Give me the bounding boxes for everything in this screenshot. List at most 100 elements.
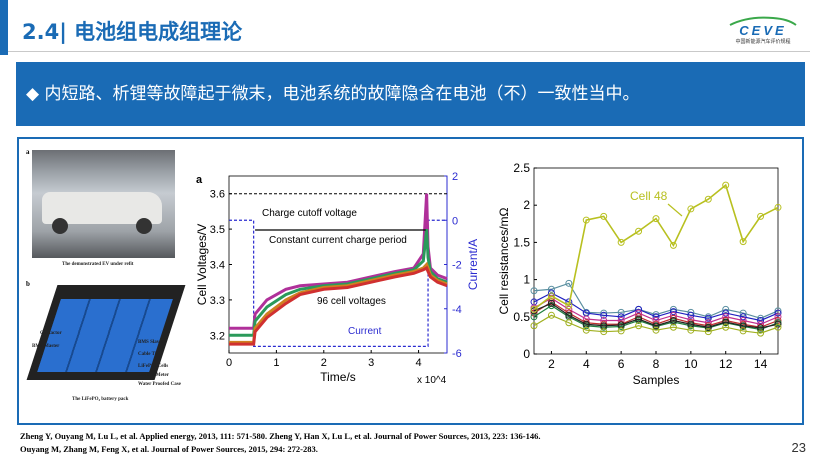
cell-resistance-point <box>722 323 730 331</box>
cell-resistance-point <box>617 308 625 316</box>
cell-resistance-point <box>704 323 712 331</box>
cell-resistance-point <box>600 317 608 325</box>
cell-resistance-point <box>565 311 573 319</box>
cell-resistance-series <box>533 304 779 331</box>
x-axis-label: Time/s <box>320 370 356 384</box>
cell-resistance-series <box>533 282 779 319</box>
cell-resistance-point <box>722 309 730 317</box>
cell-resistance-point <box>652 322 660 330</box>
cell-resistance-point <box>652 326 660 334</box>
banner-text: 内短路、析锂等故障起于微末，电池系统的故障隐含在电池（不）一致性当中。 <box>44 84 640 104</box>
cell-48-point <box>565 302 573 310</box>
cell-48-point <box>635 227 643 235</box>
y2-tick-label: -2 <box>452 260 462 272</box>
annotation: Current <box>348 326 382 337</box>
header-divider <box>8 51 810 52</box>
cell-48-point <box>652 215 660 223</box>
cell-resistance-point <box>704 314 712 322</box>
page-title: 2.4| 电池组电成组理论 <box>22 20 243 44</box>
accent-bar <box>0 0 8 55</box>
logo-name: CEVE <box>739 23 787 38</box>
cell-resistance-point <box>757 317 765 325</box>
cell-resistance-point <box>635 315 643 323</box>
y-tick-label: 0.5 <box>513 310 530 324</box>
cell-resistance-series <box>533 292 779 322</box>
pack-label: BMS Slaves <box>138 340 164 345</box>
cell-48-point <box>722 181 730 189</box>
y-axis-label: Cell Voltages/V <box>195 224 209 305</box>
cell-48-point <box>669 241 677 249</box>
cell-resistance-point <box>530 309 538 317</box>
cell-resistance-point <box>757 324 765 332</box>
cell-resistance-point <box>547 311 555 319</box>
cell-resistance-point <box>530 322 538 330</box>
cell-resistance-chart: 2 4 6 8 10 12 14 0 0.5 1 1.5 2 2.5 Samples Cell resist… <box>497 161 782 387</box>
x-tick-label: 2 <box>321 357 327 369</box>
car-wheel <box>52 218 68 234</box>
panel-b-caption: The LiFePO₄ battery pack <box>72 397 129 402</box>
cell-resistance-point <box>582 326 590 334</box>
pack-label: Contactor <box>40 331 62 336</box>
cell-resistance-point <box>669 314 677 322</box>
y-tick-label: 3.6 <box>210 189 225 201</box>
panel-a-letter: a <box>26 148 30 156</box>
cell-48-point <box>600 212 608 220</box>
cell-resistance-point <box>757 329 765 337</box>
x-tick-label: 6 <box>618 357 625 371</box>
cell-resistance-point <box>774 323 782 331</box>
cell-resistance-point <box>530 287 538 295</box>
cell-resistance-point <box>582 315 590 323</box>
cell-resistance-point <box>722 305 730 313</box>
y-tick-label: 3.5 <box>210 224 225 236</box>
cell-resistance-point <box>704 328 712 336</box>
cell-resistance-point <box>547 299 555 307</box>
cell-resistance-point <box>617 327 625 335</box>
cell-resistance-point <box>669 317 677 325</box>
current-series <box>229 219 447 347</box>
x-tick-label: 12 <box>719 357 733 371</box>
panel-b-letter: b <box>26 280 30 288</box>
x-axis-label: Samples <box>633 373 680 387</box>
y-tick-label: 3.3 <box>210 295 225 307</box>
cell-resistance-point <box>617 313 625 321</box>
cell-resistance-point <box>547 285 555 293</box>
x-tick-label: 0 <box>226 357 232 369</box>
cell-resistance-point <box>635 313 643 321</box>
cell-resistance-point <box>687 311 695 319</box>
cell-resistance-point <box>600 328 608 336</box>
cell-resistance-point <box>774 317 782 325</box>
y-tick-label: 2.5 <box>513 161 530 175</box>
cell-48-point <box>704 195 712 203</box>
x-tick-label: 10 <box>684 357 698 371</box>
references: Zheng Y, Ouyang M, Lu L, et al. Applied … <box>20 430 541 456</box>
cell-resistance-point <box>774 309 782 317</box>
cell-resistance-point <box>687 326 695 334</box>
x-tick-label: 3 <box>368 357 374 369</box>
y-tick-label: 1.5 <box>513 235 530 249</box>
cell-resistance-point <box>635 322 643 330</box>
y-tick-label: 0 <box>523 347 530 361</box>
y-tick-label: 2 <box>523 198 530 212</box>
annotation: Constant current charge period <box>269 235 407 246</box>
cell-48-point <box>530 305 538 313</box>
cell-48-arrow <box>667 203 683 217</box>
cell-resistance-series <box>533 314 779 334</box>
cell-resistance-point <box>739 322 747 330</box>
cell-48-point <box>774 203 782 211</box>
pack-label: LiFePO₄ Cells <box>138 364 169 369</box>
y2-tick-label: -6 <box>452 348 462 360</box>
reference-line: Ouyang M, Zhang M, Feng X, et al. Journa… <box>20 444 318 454</box>
annotation: 96 cell voltages <box>317 296 386 307</box>
cell-48-annotation: Cell 48 <box>630 189 668 203</box>
car-swoosh-icon <box>729 16 797 26</box>
panel-a-caption: The demonstrated EV under refit <box>62 262 134 267</box>
x-tick-label: 1 <box>273 357 279 369</box>
cell-resistance-point <box>739 327 747 335</box>
cell-resistance-series <box>533 297 779 325</box>
car-wheel <box>136 218 152 234</box>
x-tick-label: 4 <box>416 357 422 369</box>
x-multiplier: x 10^4 <box>417 375 447 386</box>
cell-resistance-point <box>722 318 730 326</box>
cell-resistance-point <box>635 305 643 313</box>
cell-resistance-point <box>739 313 747 321</box>
